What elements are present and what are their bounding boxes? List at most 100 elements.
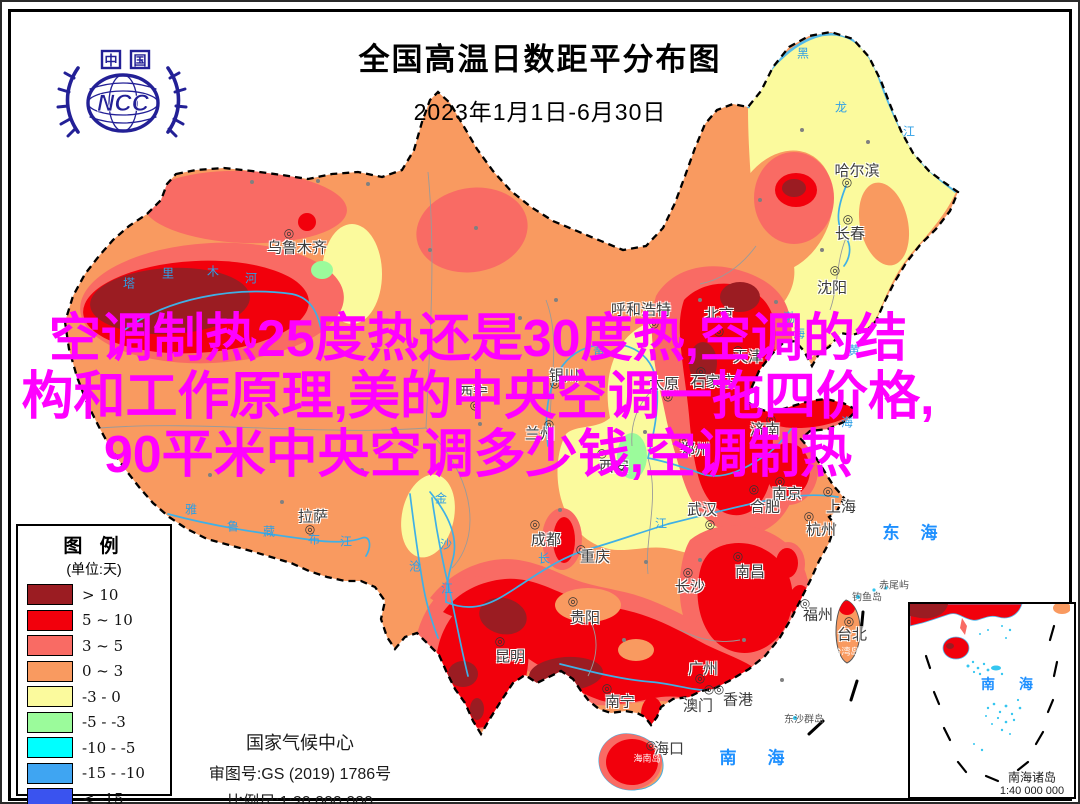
city-marker-icon: ◎ [704,517,716,531]
city-marker-icon: ◎ [695,364,707,378]
river-label: 长 [537,551,551,566]
island-label: 台湾岛 [832,646,860,657]
sea-label: 渤 [782,310,796,325]
city-label: 香港 [722,690,754,709]
city-label: 广州 [687,659,719,678]
city-marker-icon: ◎ [703,682,715,696]
river-label: 鲁 [226,519,240,534]
city-label: 北京 [703,305,735,324]
city-marker-icon: ◎ [843,614,855,628]
city-label: 石家庄 [690,372,736,391]
legend-row: > 10 [18,582,170,608]
city-marker-icon: ◎ [601,681,613,695]
city-marker-icon: ◎ [648,316,660,330]
city-label: 长春 [834,224,866,243]
river-label: 沧 [408,559,422,574]
sea-label: 海 [920,523,938,544]
city-marker-icon: ◎ [829,263,841,277]
city-label: 沈阳 [816,278,848,297]
page-subtitle: 2023年1月1日-6月30日 [413,99,667,125]
legend-label: -3 - 0 [82,687,121,706]
city-label: 呼和浩特 [610,300,672,319]
city-marker-icon: ◎ [841,175,853,189]
city-label: 重庆 [579,547,611,566]
city-marker-icon: ◎ [732,343,744,357]
inset-map [909,602,1071,783]
legend-label: 3 ~ 5 [82,636,124,655]
city-label: 昆明 [494,647,526,666]
legend-swatch [27,686,73,708]
city-label: 海口 [653,739,685,758]
legend-title: 图 例 [63,536,125,557]
legend-label: -15 - -10 [82,764,145,783]
overlay-line-2: 构和工作原理,美的中央空调一拖四价格, [21,368,935,426]
city-label: 福州 [802,605,834,624]
logo-ncc-text: NCC [97,90,150,117]
anomaly-regions [80,32,957,790]
legend-label: < -15 [82,789,124,804]
city-label: 贵阳 [569,608,601,627]
city-marker-icon: ◎ [732,549,744,563]
legend-label: -5 - -3 [82,713,126,732]
town-dots [208,128,870,682]
city-marker-icon: ◎ [822,484,834,498]
logo-zhong-char: 中 [104,53,117,68]
city-marker-icon: ◎ [567,594,579,608]
city-marker-icon: ◎ [713,324,725,338]
province-borders [99,171,847,677]
city-marker-icon: ◎ [713,682,725,696]
city-label: 南京 [771,484,803,503]
legend-label: 5 ~ 10 [82,611,133,630]
river-label: 布 [307,532,321,547]
city-marker-icon: ◎ [662,389,674,403]
city-marker-icon: ◎ [304,522,316,536]
city-marker-icon: ◎ [803,509,815,523]
legend-row: -15 - -10 [18,761,170,787]
river-label: 江 [654,516,668,531]
legend-swatch [27,584,73,606]
city-label: 兰州 [524,424,556,443]
city-label: 乌鲁木齐 [266,238,328,257]
overlay-text: 空调制热25度热还是30度热,空调的结 构和工作原理,美的中央空调一拖四价格, … [0,310,956,484]
south-china-sea-inset: 南 海 南海诸岛 1:40 000 000 [908,602,1076,799]
city-marker-icon: ◎ [543,417,555,431]
ncc-logo: 中 国 NCC [56,49,188,138]
sea-label: 海 [840,415,854,430]
city-marker-icon: ◎ [774,474,786,488]
city-marker-icon: ◎ [765,412,777,426]
city-marker-icon: ◎ [842,212,854,226]
legend-unit: (单位:天) [66,561,122,577]
city-label: 澳门 [682,696,714,715]
city-label: 郑州 [679,440,711,459]
legend-label: > 10 [82,585,119,604]
river-label: 黑 [796,46,810,61]
island-label: 钓鱼岛 [852,592,882,604]
city-marker-icon: ◎ [694,671,706,685]
city-label: 长沙 [674,577,706,596]
sea-label: 海 [792,326,806,341]
inset-sea-label: 南 [981,676,995,692]
city-marker-icon: ◎ [575,542,587,556]
city-label: 武汉 [686,500,718,519]
taiwan-shape [835,599,861,664]
river-label: 龙 [834,100,848,115]
inset-sea-label: 海 [1019,676,1033,692]
city-label: 天津 [732,347,764,366]
footer-credits: 国家气候中心 审图号:GS (2019) 1786号 比例尺:1:20 000 … [170,729,430,804]
city-label: 西宁 [457,383,489,402]
overlay-line-3: 90平米中央空调多少钱,空调制热 [103,426,853,484]
city-label: 银川 [548,366,580,385]
legend-row: < -15 [18,786,170,804]
city-label: 哈尔滨 [834,161,880,180]
river-label: 江 [339,534,353,549]
river-label: 金 [434,491,448,506]
river-label: 江 [440,581,454,596]
legend-swatch [27,609,73,631]
river-label: 黄 [592,345,606,360]
legend-row: 5 ~ 10 [18,608,170,634]
river-label: 雅 [184,502,198,517]
river-label: 木 [206,264,220,279]
city-label: 太原 [648,374,680,393]
legend-row: -5 - -3 [18,710,170,736]
